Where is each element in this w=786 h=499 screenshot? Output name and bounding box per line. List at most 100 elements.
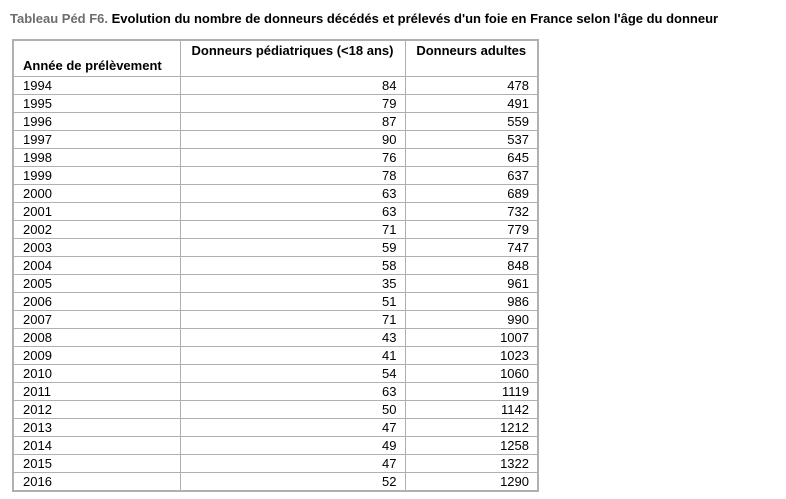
- table-title-label: Tableau Péd F6.: [10, 11, 109, 26]
- adult-donors-cell: 1142: [404, 399, 539, 419]
- table-title: Tableau Péd F6. Evolution du nombre de d…: [0, 0, 786, 27]
- table-row: 2011 63 1119: [12, 381, 539, 401]
- table-row: 2000 63 689: [12, 183, 539, 203]
- donors-table: Année de prélèvement Donneurs pédiatriqu…: [12, 39, 539, 492]
- adult-donors-cell: 1258: [404, 435, 539, 455]
- adult-donors-cell: 1322: [404, 453, 539, 473]
- table-row: 2015 47 1322: [12, 453, 539, 473]
- pediatric-donors-cell: 79: [179, 93, 406, 113]
- year-cell: 1999: [12, 165, 181, 185]
- header-year: Année de prélèvement: [12, 39, 181, 77]
- table-body: 1994 84 478 1995 79 491 1996 87 559 1997 90 537 1998…: [12, 75, 539, 491]
- adult-donors-cell: 1023: [404, 345, 539, 365]
- pediatric-donors-cell: 52: [179, 471, 406, 491]
- adult-donors-cell: 559: [404, 111, 539, 131]
- year-cell: 2015: [12, 453, 181, 473]
- adult-donors-cell: 747: [404, 237, 539, 257]
- adult-donors-cell: 478: [404, 75, 539, 95]
- year-cell: 2000: [12, 183, 181, 203]
- year-cell: 1996: [12, 111, 181, 131]
- pediatric-donors-cell: 51: [179, 291, 406, 311]
- table-row: 1995 79 491: [12, 93, 539, 113]
- table-row: 1998 76 645: [12, 147, 539, 167]
- pediatric-donors-cell: 49: [179, 435, 406, 455]
- table-row: 2008 43 1007: [12, 327, 539, 347]
- pediatric-donors-cell: 50: [179, 399, 406, 419]
- year-cell: 2009: [12, 345, 181, 365]
- pediatric-donors-cell: 87: [179, 111, 406, 131]
- adult-donors-cell: 537: [404, 129, 539, 149]
- year-cell: 2012: [12, 399, 181, 419]
- adult-donors-cell: 848: [404, 255, 539, 275]
- table-row: 2003 59 747: [12, 237, 539, 257]
- year-cell: 2016: [12, 471, 181, 491]
- adult-donors-cell: 1007: [404, 327, 539, 347]
- year-cell: 2004: [12, 255, 181, 275]
- pediatric-donors-cell: 58: [179, 255, 406, 275]
- table-row: 2016 52 1290: [12, 471, 539, 491]
- pediatric-donors-cell: 84: [179, 75, 406, 95]
- adult-donors-cell: 961: [404, 273, 539, 293]
- adult-donors-cell: 779: [404, 219, 539, 239]
- adult-donors-cell: 689: [404, 183, 539, 203]
- table-row: 2004 58 848: [12, 255, 539, 275]
- year-cell: 2011: [12, 381, 181, 401]
- year-cell: 2010: [12, 363, 181, 383]
- table-header: Année de prélèvement Donneurs pédiatriqu…: [12, 39, 539, 77]
- header-row: Année de prélèvement Donneurs pédiatriqu…: [12, 39, 539, 77]
- adult-donors-cell: 1060: [404, 363, 539, 383]
- year-cell: 2014: [12, 435, 181, 455]
- year-cell: 2003: [12, 237, 181, 257]
- pediatric-donors-cell: 43: [179, 327, 406, 347]
- header-pediatric-donors: Donneurs pédiatriques (<18 ans): [179, 39, 406, 77]
- header-adult-donors: Donneurs adultes: [404, 39, 539, 77]
- year-cell: 2001: [12, 201, 181, 221]
- table-row: 2002 71 779: [12, 219, 539, 239]
- adult-donors-cell: 1290: [404, 471, 539, 491]
- year-cell: 2013: [12, 417, 181, 437]
- year-cell: 1998: [12, 147, 181, 167]
- year-cell: 1997: [12, 129, 181, 149]
- table-row: 2006 51 986: [12, 291, 539, 311]
- year-cell: 2008: [12, 327, 181, 347]
- table-title-text: Evolution du nombre de donneurs décédés …: [111, 11, 719, 26]
- table-row: 2013 47 1212: [12, 417, 539, 437]
- year-cell: 2006: [12, 291, 181, 311]
- table-row: 2014 49 1258: [12, 435, 539, 455]
- table-row: 2009 41 1023: [12, 345, 539, 365]
- year-cell: 2002: [12, 219, 181, 239]
- year-cell: 1995: [12, 93, 181, 113]
- adult-donors-cell: 1119: [404, 381, 539, 401]
- adult-donors-cell: 986: [404, 291, 539, 311]
- pediatric-donors-cell: 71: [179, 219, 406, 239]
- pediatric-donors-cell: 47: [179, 417, 406, 437]
- table-row: 1999 78 637: [12, 165, 539, 185]
- adult-donors-cell: 1212: [404, 417, 539, 437]
- year-cell: 2005: [12, 273, 181, 293]
- pediatric-donors-cell: 71: [179, 309, 406, 329]
- adult-donors-cell: 645: [404, 147, 539, 167]
- adult-donors-cell: 637: [404, 165, 539, 185]
- table-row: 1997 90 537: [12, 129, 539, 149]
- pediatric-donors-cell: 76: [179, 147, 406, 167]
- table-row: 2005 35 961: [12, 273, 539, 293]
- table-row: 2007 71 990: [12, 309, 539, 329]
- year-cell: 1994: [12, 75, 181, 95]
- pediatric-donors-cell: 59: [179, 237, 406, 257]
- adult-donors-cell: 732: [404, 201, 539, 221]
- table-row: 2012 50 1142: [12, 399, 539, 419]
- table-row: 1994 84 478: [12, 75, 539, 95]
- pediatric-donors-cell: 41: [179, 345, 406, 365]
- table-row: 2001 63 732: [12, 201, 539, 221]
- pediatric-donors-cell: 63: [179, 381, 406, 401]
- table-row: 1996 87 559: [12, 111, 539, 131]
- pediatric-donors-cell: 35: [179, 273, 406, 293]
- pediatric-donors-cell: 90: [179, 129, 406, 149]
- adult-donors-cell: 990: [404, 309, 539, 329]
- pediatric-donors-cell: 63: [179, 201, 406, 221]
- year-cell: 2007: [12, 309, 181, 329]
- pediatric-donors-cell: 78: [179, 165, 406, 185]
- table-row: 2010 54 1060: [12, 363, 539, 383]
- pediatric-donors-cell: 47: [179, 453, 406, 473]
